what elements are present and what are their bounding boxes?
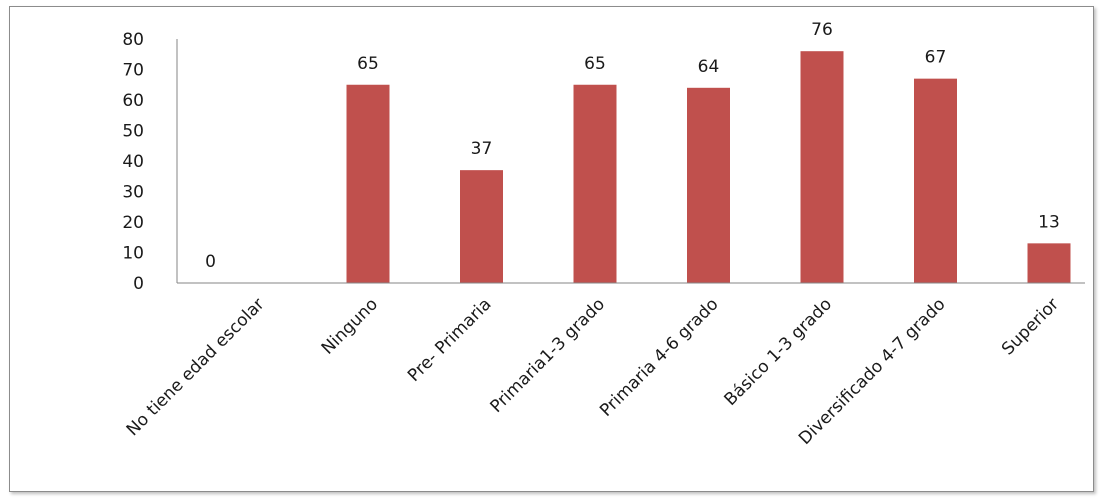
y-axis: 0 10 20 30 40 50 60 70 80 <box>122 30 178 294</box>
data-label: 76 <box>811 20 833 40</box>
y-tick-label: 60 <box>122 91 144 111</box>
data-label: 65 <box>584 54 606 74</box>
x-tick-label: Primaria 4-6 grado <box>596 294 722 420</box>
bar <box>346 84 390 283</box>
bar <box>573 84 617 283</box>
y-tick-label: 20 <box>122 213 144 233</box>
data-label: 37 <box>471 139 493 159</box>
x-tick-label: Pre- Primaria <box>404 294 495 385</box>
bar <box>687 87 730 283</box>
data-label: 64 <box>698 57 720 77</box>
y-tick-label: 50 <box>122 122 144 142</box>
data-label: 65 <box>357 54 379 74</box>
y-tick-label: 0 <box>133 274 144 294</box>
bar-chart: 0 10 20 30 40 50 60 70 80 0 65 37 65 64 76 67 13 No tie… <box>122 20 1085 449</box>
bar <box>460 170 503 283</box>
y-tick-label: 80 <box>122 30 144 50</box>
bar <box>1027 243 1071 283</box>
x-axis: No tiene edad escolar Ninguno Pre- Primari… <box>123 282 1085 449</box>
data-labels: 0 65 37 65 64 76 67 13 <box>205 20 1060 272</box>
data-label: 67 <box>925 48 947 68</box>
chart-frame: 0 10 20 30 40 50 60 70 80 0 65 37 65 64 76 67 13 No tie… <box>9 6 1094 492</box>
x-tick-label: Superior <box>998 294 1063 359</box>
x-tick-label: Ninguno <box>318 294 382 358</box>
data-label: 13 <box>1038 212 1060 232</box>
bar <box>800 51 844 284</box>
y-tick-label: 40 <box>122 152 144 172</box>
x-tick-label: No tiene edad escolar <box>123 294 269 440</box>
y-tick-label: 30 <box>122 183 144 203</box>
x-tick-label: Básico 1-3 grado <box>721 294 837 410</box>
y-tick-label: 10 <box>122 244 144 264</box>
data-label: 0 <box>205 252 216 272</box>
x-tick-label: Primaria1-3 grado <box>486 294 609 417</box>
bar <box>914 78 957 284</box>
bars <box>346 51 1071 284</box>
y-tick-label: 70 <box>122 61 144 81</box>
